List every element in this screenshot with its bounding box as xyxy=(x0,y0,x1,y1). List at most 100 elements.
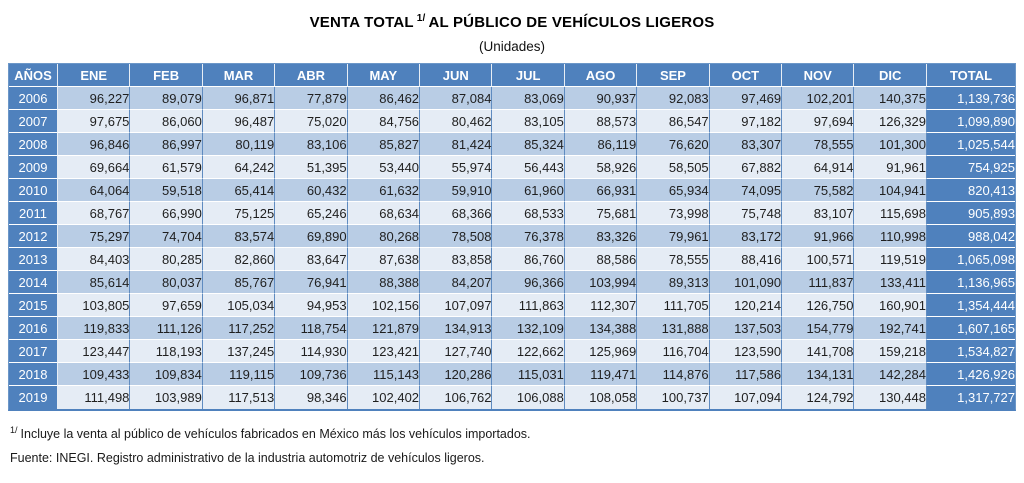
value-cell: 119,471 xyxy=(564,363,638,386)
value-cell: 123,590 xyxy=(709,340,783,363)
value-cell: 84,403 xyxy=(58,248,131,271)
value-cell: 111,863 xyxy=(492,294,565,317)
value-cell: 108,058 xyxy=(564,386,638,409)
sales-table: AÑOS ENE FEB MAR ABR MAY JUN JUL AGO SEP OCT NOV DIC… xyxy=(8,63,1016,411)
value-cell: 76,620 xyxy=(637,133,710,156)
year-cell: 2010 xyxy=(9,179,58,202)
value-cell: 137,503 xyxy=(709,317,783,340)
value-cell: 83,326 xyxy=(564,225,638,248)
year-cell: 2006 xyxy=(9,87,58,110)
value-cell: 61,632 xyxy=(347,179,421,202)
value-cell: 111,126 xyxy=(130,317,203,340)
value-cell: 75,582 xyxy=(782,179,855,202)
total-cell: 1,607,165 xyxy=(927,317,1015,340)
value-cell: 75,297 xyxy=(58,225,131,248)
value-cell: 97,182 xyxy=(709,110,783,133)
value-cell: 114,876 xyxy=(637,363,710,386)
value-cell: 117,513 xyxy=(202,386,276,409)
value-cell: 123,447 xyxy=(58,340,131,363)
value-cell: 97,694 xyxy=(782,110,855,133)
value-cell: 86,462 xyxy=(347,87,421,110)
value-cell: 65,246 xyxy=(275,202,348,225)
value-cell: 112,307 xyxy=(564,294,638,317)
value-cell: 89,313 xyxy=(637,271,710,294)
value-cell: 59,910 xyxy=(420,179,493,202)
value-cell: 115,143 xyxy=(347,363,421,386)
value-cell: 78,555 xyxy=(782,133,855,156)
year-cell: 2014 xyxy=(9,271,58,294)
footnote-1: 1/Incluye la venta al público de vehícul… xyxy=(10,425,1024,441)
value-cell: 74,095 xyxy=(709,179,783,202)
table-row-2014: 2014 85,614 80,037 85,767 76,941 88,388 84,207… xyxy=(9,271,1015,294)
year-cell: 2017 xyxy=(9,340,58,363)
year-cell: 2012 xyxy=(9,225,58,248)
page-subtitle: (Unidades) xyxy=(478,39,546,54)
value-cell: 88,586 xyxy=(564,248,638,271)
page-title: VENTA TOTAL 1/AL PÚBLICO DE VEHÍCULOS LIG… xyxy=(0,0,1024,31)
table-row-2007: 2007 97,675 86,060 96,487 75,020 84,756 80,462… xyxy=(9,110,1015,133)
header-row: AÑOS ENE FEB MAR ABR MAY JUN JUL AGO SEP OCT NOV DIC… xyxy=(9,64,1015,87)
footnotes: 1/Incluye la venta al público de vehícul… xyxy=(10,425,1024,465)
value-cell: 134,913 xyxy=(420,317,493,340)
value-cell: 67,882 xyxy=(709,156,783,179)
column-header-abr: ABR xyxy=(275,64,348,87)
value-cell: 86,119 xyxy=(564,133,638,156)
value-cell: 75,020 xyxy=(275,110,348,133)
total-cell: 1,065,098 xyxy=(927,248,1015,271)
value-cell: 75,125 xyxy=(202,202,276,225)
value-cell: 122,662 xyxy=(492,340,565,363)
value-cell: 121,879 xyxy=(347,317,421,340)
value-cell: 98,346 xyxy=(275,386,348,409)
table-row-2008: 2008 96,846 86,997 80,119 83,106 85,827 81,424… xyxy=(9,133,1015,156)
value-cell: 111,498 xyxy=(58,386,131,409)
value-cell: 83,107 xyxy=(782,202,855,225)
value-cell: 102,402 xyxy=(347,386,421,409)
total-cell: 988,042 xyxy=(927,225,1015,248)
value-cell: 114,930 xyxy=(275,340,348,363)
total-cell: 1,426,926 xyxy=(927,363,1015,386)
total-cell: 754,925 xyxy=(927,156,1015,179)
value-cell: 103,989 xyxy=(130,386,203,409)
value-cell: 142,284 xyxy=(854,363,927,386)
value-cell: 126,329 xyxy=(854,110,927,133)
value-cell: 118,193 xyxy=(130,340,203,363)
year-cell: 2009 xyxy=(9,156,58,179)
value-cell: 87,638 xyxy=(347,248,421,271)
value-cell: 83,307 xyxy=(709,133,783,156)
value-cell: 64,064 xyxy=(58,179,131,202)
value-cell: 97,675 xyxy=(58,110,131,133)
value-cell: 100,571 xyxy=(782,248,855,271)
value-cell: 89,079 xyxy=(130,87,203,110)
total-cell: 1,354,444 xyxy=(927,294,1015,317)
value-cell: 101,090 xyxy=(709,271,783,294)
total-cell: 1,099,890 xyxy=(927,110,1015,133)
value-cell: 140,375 xyxy=(854,87,927,110)
table-row-2017: 2017 123,447 118,193 137,245 114,930 123,421 1… xyxy=(9,340,1015,363)
value-cell: 106,762 xyxy=(420,386,493,409)
value-cell: 132,109 xyxy=(492,317,565,340)
value-cell: 87,084 xyxy=(420,87,493,110)
value-cell: 73,998 xyxy=(637,202,710,225)
value-cell: 96,366 xyxy=(492,271,565,294)
column-header-feb: FEB xyxy=(130,64,203,87)
value-cell: 109,834 xyxy=(130,363,203,386)
value-cell: 96,871 xyxy=(202,87,276,110)
value-cell: 97,469 xyxy=(709,87,783,110)
value-cell: 78,508 xyxy=(420,225,493,248)
total-cell: 1,534,827 xyxy=(927,340,1015,363)
value-cell: 107,094 xyxy=(709,386,783,409)
title-suffix: AL PÚBLICO DE VEHÍCULOS LIGEROS xyxy=(428,14,715,31)
value-cell: 192,741 xyxy=(854,317,927,340)
value-cell: 88,416 xyxy=(709,248,783,271)
value-cell: 83,105 xyxy=(492,110,565,133)
value-cell: 109,736 xyxy=(275,363,348,386)
footnote-text: Incluye la venta al público de vehículos… xyxy=(20,427,531,442)
value-cell: 80,462 xyxy=(420,110,493,133)
value-cell: 133,411 xyxy=(854,271,927,294)
value-cell: 85,767 xyxy=(202,271,276,294)
value-cell: 137,245 xyxy=(202,340,276,363)
value-cell: 75,748 xyxy=(709,202,783,225)
value-cell: 74,704 xyxy=(130,225,203,248)
total-cell: 1,025,544 xyxy=(927,133,1015,156)
value-cell: 91,961 xyxy=(854,156,927,179)
